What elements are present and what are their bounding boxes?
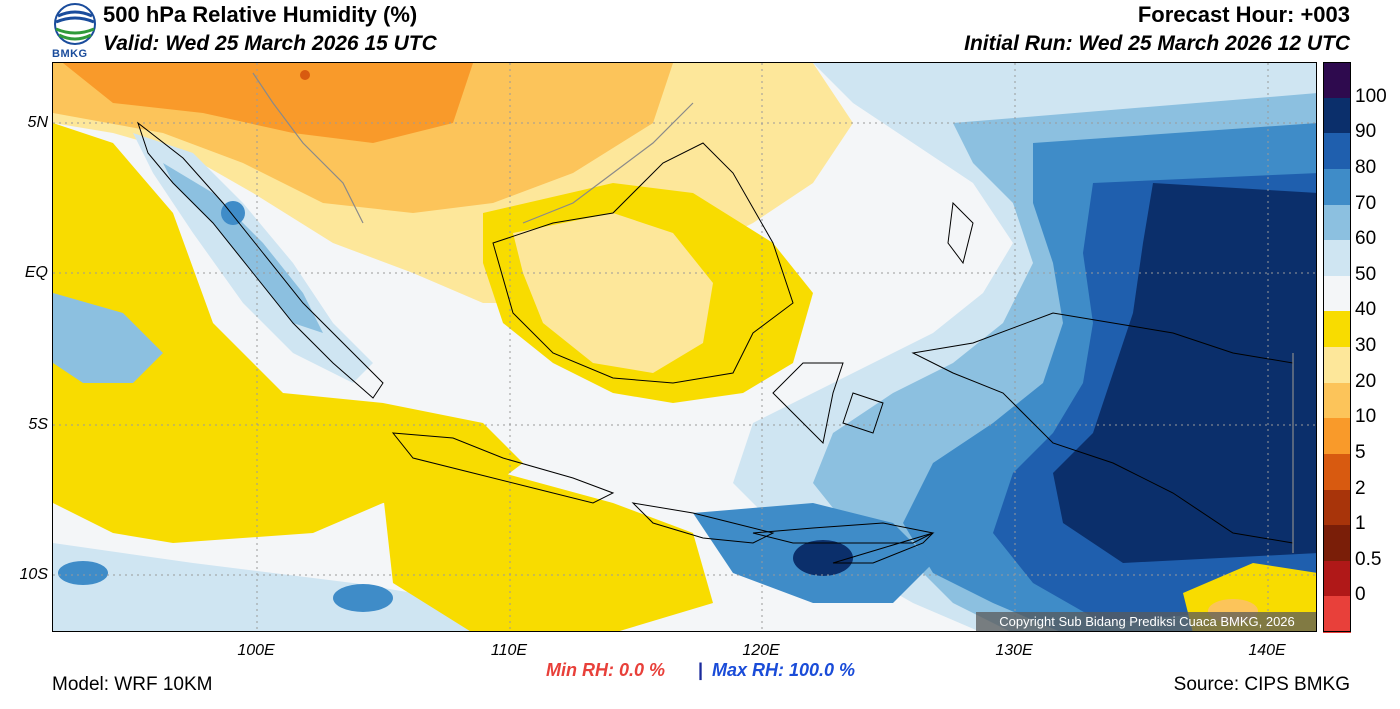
- colorbar-segment: [1323, 489, 1351, 526]
- colorbar-label: 90: [1355, 121, 1377, 143]
- colorbar-segment: [1323, 418, 1351, 455]
- humidity-field: [53, 63, 1316, 631]
- colorbar-label: 100: [1355, 85, 1387, 107]
- colorbar-label: 70: [1355, 192, 1377, 214]
- colorbar-label: 80: [1355, 156, 1377, 178]
- colorbar-segment: [1323, 133, 1351, 170]
- colorbar-segment: [1323, 275, 1351, 312]
- colorbar-label: 50: [1355, 263, 1377, 285]
- minmax-separator: |: [698, 660, 704, 680]
- logo-text: BMKG: [52, 48, 88, 60]
- max-rh: Max RH: 100.0 %: [712, 660, 856, 680]
- colorbar-segment: [1323, 240, 1351, 277]
- colorbar-segment: [1323, 347, 1351, 384]
- colorbar-segment: [1323, 97, 1351, 134]
- colorbar-label: 40: [1355, 299, 1377, 321]
- lat-label-5n: 5N: [27, 114, 48, 131]
- colorbar-label: 0.5: [1355, 548, 1382, 570]
- colorbar-frame: [1323, 62, 1351, 632]
- lon-label-110e: 110E: [490, 642, 528, 659]
- min-rh: Min RH: 0.0 %: [546, 660, 666, 680]
- lon-label-130e: 130E: [995, 642, 1033, 659]
- source-label: Source: CIPS BMKG: [1173, 674, 1350, 695]
- colorbar-segment: [1323, 382, 1351, 419]
- colorbar-label: 5: [1355, 441, 1366, 463]
- colorbar-segment: [1323, 311, 1351, 348]
- lon-label-100e: 100E: [237, 642, 275, 659]
- colorbar-label: 30: [1355, 335, 1377, 356]
- colorbar-segment: [1323, 525, 1351, 562]
- map-title: 500 hPa Relative Humidity (%): [103, 2, 418, 27]
- colorbar-label: 10: [1355, 406, 1377, 428]
- lat-label-5s: 5S: [28, 416, 48, 433]
- colorbar-label: 60: [1355, 228, 1377, 250]
- colorbar-label: 0: [1355, 584, 1366, 606]
- colorbar-segment: [1323, 168, 1351, 205]
- colorbar-segment: [1323, 560, 1351, 597]
- copyright-notice: Copyright Sub Bidang Prediksi Cuaca BMKG…: [976, 612, 1316, 631]
- initial-run: Initial Run: Wed 25 March 2026 12 UTC: [964, 32, 1350, 55]
- forecast-hour: Forecast Hour: +003: [1137, 2, 1350, 27]
- humidity-map: Copyright Sub Bidang Prediksi Cuaca BMKG…: [52, 62, 1317, 632]
- lon-label-120e: 120E: [742, 642, 780, 659]
- colorbar-segment: [1323, 596, 1351, 633]
- colorbar-label: 2: [1355, 477, 1366, 499]
- colorbar-segment: [1323, 204, 1351, 241]
- colorbar-label: 1: [1355, 513, 1366, 535]
- colorbar-label: 20: [1355, 370, 1377, 392]
- lat-label-eq: EQ: [24, 264, 48, 281]
- bmkg-logo-emblem: [54, 3, 96, 45]
- model-label: Model: WRF 10KM: [52, 674, 213, 695]
- lat-label-10s: 10S: [19, 566, 48, 583]
- lon-label-140e: 140E: [1248, 642, 1286, 659]
- valid-time: Valid: Wed 25 March 2026 15 UTC: [103, 32, 437, 55]
- bmkg-logo: BMKG: [50, 2, 100, 60]
- colorbar-segment: [1323, 453, 1351, 490]
- colorbar-segment: [1323, 62, 1351, 99]
